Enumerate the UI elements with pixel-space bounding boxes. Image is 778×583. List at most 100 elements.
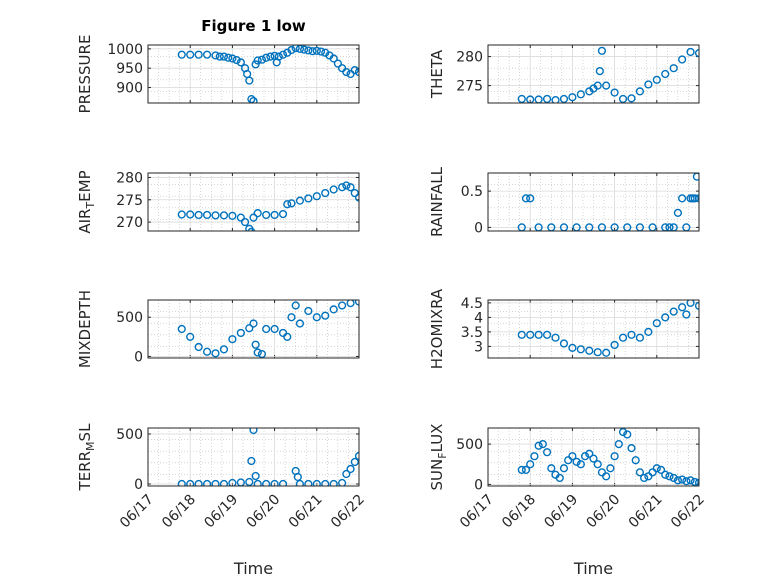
data-point — [602, 348, 611, 357]
data-point — [354, 67, 359, 77]
data-point — [312, 192, 321, 201]
data-point — [295, 196, 305, 205]
data-point — [521, 465, 531, 474]
data-point — [300, 45, 309, 54]
minor-grid — [148, 428, 359, 486]
data-point — [278, 50, 288, 59]
data-point — [585, 449, 594, 458]
data-point — [669, 307, 678, 316]
data-point — [678, 194, 687, 203]
data-point — [291, 45, 300, 53]
y-tick-label: 500 — [456, 437, 483, 453]
data-point — [262, 479, 271, 486]
data-point — [316, 47, 326, 56]
data-point — [219, 52, 229, 61]
data-point — [257, 55, 267, 64]
x-axis-label: Time — [573, 559, 613, 578]
data-points — [177, 428, 359, 486]
y-tick-label: 900 — [116, 81, 143, 97]
data-point — [350, 188, 359, 198]
subplot-5: 0 500 MIXDEPTH — [76, 290, 360, 368]
data-point — [236, 213, 245, 222]
data-point — [686, 47, 695, 57]
data-point — [253, 56, 262, 65]
data-point — [627, 94, 636, 103]
data-points — [177, 45, 359, 103]
subplot-2: 275 280 THETA — [428, 44, 700, 104]
data-point — [270, 324, 279, 334]
data-point — [295, 479, 305, 486]
data-point — [690, 477, 699, 486]
data-point — [568, 93, 577, 102]
data-point — [610, 88, 619, 97]
data-point — [186, 210, 195, 219]
data-point — [576, 460, 585, 469]
data-point — [568, 343, 577, 352]
plot-area — [488, 300, 699, 358]
data-point — [623, 430, 632, 439]
axes-box — [147, 172, 360, 232]
plot-area — [148, 428, 359, 486]
data-point — [278, 479, 288, 486]
y-tick-label: 4 — [474, 310, 483, 326]
data-point — [202, 210, 212, 220]
data-point — [648, 468, 657, 477]
y-axis-label: SUNFLUX — [428, 424, 449, 491]
data-point — [304, 194, 313, 203]
x-tick-label: 06/21 — [626, 492, 666, 532]
data-point — [308, 47, 317, 56]
y-tick-label: 500 — [116, 310, 143, 326]
data-point — [177, 210, 186, 219]
data-point — [534, 441, 543, 450]
data-point — [661, 470, 670, 479]
data-point — [232, 55, 241, 65]
data-point — [342, 469, 351, 479]
axes-box — [487, 44, 700, 104]
subplot-1: 900 950 1000 PRESSURE Figure 1 low — [76, 17, 360, 113]
data-point — [202, 347, 212, 356]
data-point — [618, 333, 628, 342]
data-points — [517, 300, 699, 357]
x-tick-label: 06/19 — [201, 492, 241, 532]
data-point — [686, 476, 695, 485]
data-point — [283, 200, 292, 209]
data-points — [177, 300, 359, 358]
x-tick-label: 06/17 — [117, 492, 157, 532]
x-tick-label: 06/18 — [159, 492, 199, 532]
data-points — [517, 428, 699, 486]
data-point — [559, 339, 569, 348]
data-point — [542, 94, 552, 103]
data-point — [329, 185, 338, 194]
data-point — [530, 452, 539, 461]
y-tick-label: 3 — [474, 339, 483, 355]
data-point — [266, 52, 275, 61]
data-point — [517, 465, 526, 474]
data-point — [551, 96, 560, 103]
data-point — [521, 194, 531, 203]
data-point — [678, 55, 687, 64]
data-point — [635, 87, 645, 96]
data-point — [338, 301, 347, 310]
data-point — [211, 51, 220, 60]
data-point — [559, 94, 569, 103]
data-point — [354, 193, 359, 202]
x-tick-label: 06/22 — [328, 492, 368, 532]
data-point — [350, 66, 359, 75]
data-point — [215, 52, 224, 61]
y-tick-label: 500 — [116, 427, 143, 443]
data-point — [253, 348, 262, 357]
data-point — [202, 479, 212, 486]
data-point — [253, 209, 262, 218]
y-tick-label: 3.5 — [461, 325, 483, 341]
data-point — [245, 324, 254, 333]
data-point — [240, 217, 250, 227]
data-point — [644, 472, 653, 481]
data-point — [610, 452, 619, 461]
data-point — [346, 464, 355, 474]
data-point — [614, 440, 623, 449]
data-point — [652, 319, 661, 328]
plot-area — [488, 45, 699, 103]
data-point — [526, 460, 535, 469]
data-point — [517, 94, 526, 103]
